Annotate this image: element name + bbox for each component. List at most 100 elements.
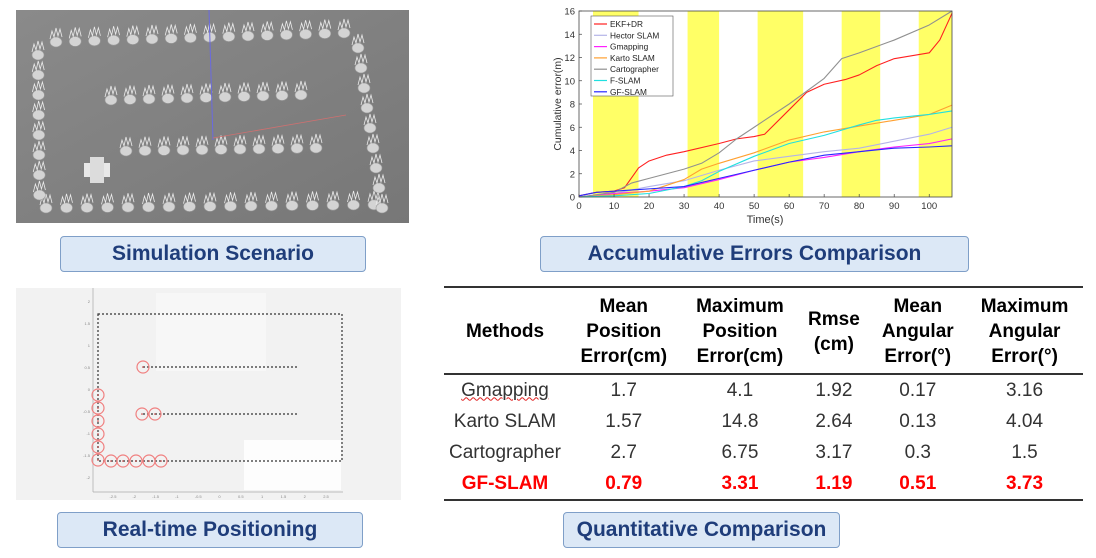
header-text: Maximum	[696, 296, 784, 317]
table-row: Gmapping 1.7 4.1 1.92 0.17 3.16	[444, 374, 1083, 406]
legend-entry: Hector SLAM	[610, 30, 659, 40]
plant-pot	[354, 62, 368, 74]
x-tick-label: 70	[819, 201, 830, 212]
plant-pot	[222, 31, 236, 42]
plant-pot	[88, 35, 101, 47]
plant-pot	[309, 142, 323, 154]
plant-pot	[199, 92, 213, 103]
method-cell: Karto SLAM	[444, 406, 566, 437]
plant-pot	[32, 169, 46, 181]
plant-pot	[369, 162, 383, 174]
landmark-marker	[135, 407, 149, 421]
header-max-position-error: Maximum Position Error(cm)	[682, 287, 799, 374]
plant-pot	[294, 89, 308, 101]
plant-pot	[326, 199, 340, 211]
plant-pot	[142, 93, 156, 105]
table-row: Karto SLAM 1.57 14.8 2.64 0.13 4.04	[444, 406, 1083, 437]
value-cell: 0.13	[899, 410, 937, 432]
plant-pot	[252, 143, 266, 155]
rt-y-tick-label: 0	[88, 387, 91, 392]
plant-pot	[360, 102, 374, 114]
plant-pot	[161, 93, 175, 104]
plant-pot	[31, 69, 45, 81]
header-text: Position	[702, 321, 778, 342]
method-name: Gmapping	[461, 379, 549, 401]
y-tick-label: 4	[570, 146, 575, 157]
x-tick-label: 10	[609, 201, 620, 212]
value-cell: 3.73	[1006, 472, 1044, 494]
header-text: Error(cm)	[696, 346, 784, 367]
plant-pot	[33, 189, 46, 201]
value-cell: 0.3	[904, 441, 931, 463]
value-cell: 0.51	[899, 472, 937, 494]
plant-pot	[214, 144, 228, 155]
plant-pot	[32, 149, 46, 161]
x-tick-label: 20	[644, 201, 655, 212]
series-line-ekf-dr	[578, 13, 953, 197]
rt-y-tick-label: 0.5	[84, 365, 90, 370]
header-methods: Methods	[444, 287, 566, 374]
plant-pot	[142, 201, 155, 213]
y-tick-label: 10	[564, 76, 575, 87]
plant-pot	[244, 200, 258, 212]
plant-pot	[265, 200, 278, 212]
plant-pot	[176, 144, 190, 156]
rt-y-tick-label: 1	[88, 343, 91, 348]
value-cell: 1.57	[605, 410, 643, 432]
plant-pot	[366, 142, 380, 154]
plant-pot	[39, 202, 53, 214]
header-text: Error(cm)	[580, 346, 668, 367]
plant-pot	[233, 143, 247, 155]
y-tick-label: 8	[570, 100, 575, 111]
value-cell: 6.75	[721, 441, 759, 463]
rt-x-tick-label: -1.5	[152, 494, 160, 499]
plant-pot	[203, 201, 217, 212]
landmark-marker	[91, 414, 105, 428]
landmark-marker	[91, 427, 105, 441]
table-header-row: Methods Mean Position Error(cm) Maximum Pos…	[444, 287, 1083, 374]
caption-simulation-scenario: Simulation Scenario	[60, 236, 366, 272]
rt-y-tick-label: -1.5	[83, 453, 91, 458]
legend-entry: F-SLAM	[610, 76, 641, 86]
landmark-marker	[91, 440, 105, 454]
quantitative-table: Methods Mean Position Error(cm) Maximum Pos…	[444, 286, 1083, 501]
plant-pot	[101, 202, 114, 213]
plant-pot	[49, 36, 63, 48]
header-text: Methods	[465, 321, 545, 342]
plant-pot	[271, 143, 285, 154]
header-mean-position-error: Mean Position Error(cm)	[566, 287, 682, 374]
plant-pot	[357, 82, 371, 94]
plant-pot	[218, 91, 232, 103]
value-cell: 1.19	[815, 472, 853, 494]
y-axis-label: Cumulative error(m)	[552, 57, 564, 150]
legend-entry: Karto SLAM	[610, 53, 655, 63]
plant-pot	[157, 145, 171, 156]
plant-pot	[123, 94, 137, 105]
x-axis-label: Time(s)	[747, 214, 784, 226]
series-line-cartographer	[578, 10, 953, 198]
x-tick-label: 80	[854, 201, 865, 212]
plant-pot	[68, 36, 82, 47]
method-cell: Gmapping	[444, 374, 566, 406]
value-cell: 1.92	[815, 379, 853, 401]
method-cell: GF-SLAM	[444, 468, 566, 500]
plant-pot	[318, 28, 332, 39]
simulation-scene-image	[16, 10, 409, 223]
landmark-marker	[154, 454, 168, 468]
plant-pot	[285, 200, 299, 211]
highlight-band	[841, 11, 881, 197]
plant-pot	[224, 200, 237, 212]
x-tick-label: 60	[784, 201, 795, 212]
y-tick-label: 2	[570, 169, 575, 180]
value-cell: 4.1	[726, 379, 754, 401]
plant-pot	[260, 30, 274, 41]
header-text: Mean	[893, 296, 943, 317]
table-row: GF-SLAM 0.79 3.31 1.19 0.51 3.73	[444, 468, 1083, 500]
y-tick-label: 12	[564, 53, 575, 64]
caption-accumulative-errors: Accumulative Errors Comparison	[540, 236, 969, 272]
value-cell: 1.7	[610, 379, 637, 401]
y-tick-label: 16	[564, 7, 575, 18]
plant-pot	[162, 201, 176, 213]
trajectory-outer-path	[97, 313, 343, 462]
